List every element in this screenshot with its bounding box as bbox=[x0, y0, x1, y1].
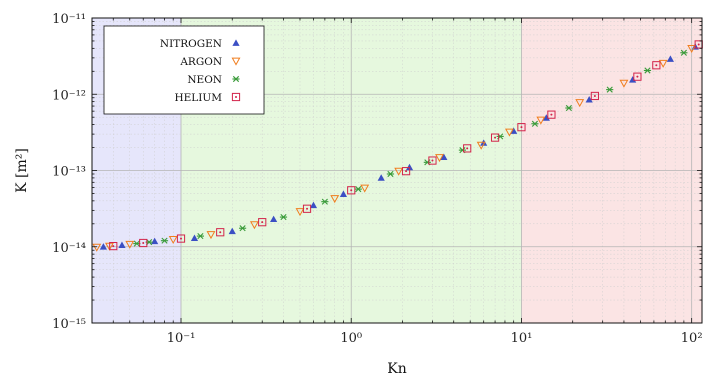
data-point-nitrogen bbox=[270, 215, 278, 223]
grid-lines bbox=[92, 18, 702, 323]
data-point-argon bbox=[619, 79, 629, 88]
data-point-neon bbox=[606, 86, 614, 93]
data-point-argon bbox=[687, 44, 697, 53]
data-point-helium bbox=[490, 133, 500, 142]
legend-label-neon: NEON bbox=[187, 74, 222, 86]
data-point-nitrogen bbox=[190, 234, 199, 241]
data-point-neon bbox=[531, 120, 539, 127]
data-point-helium bbox=[401, 167, 411, 176]
legend-label-argon: ARGON bbox=[179, 56, 222, 68]
data-point-helium bbox=[347, 186, 356, 195]
legend-marker-neon bbox=[232, 75, 240, 83]
data-point-argon bbox=[536, 116, 546, 125]
data-point-helium bbox=[216, 228, 225, 237]
legend-label-nitrogen: NITROGEN bbox=[160, 38, 222, 50]
data-point-nitrogen bbox=[405, 163, 414, 171]
data-point-argon bbox=[394, 167, 404, 176]
series-argon bbox=[92, 44, 697, 252]
data-point-helium bbox=[258, 218, 267, 227]
data-point-neon bbox=[279, 213, 288, 221]
data-point-neon bbox=[565, 104, 573, 112]
series-helium bbox=[109, 40, 703, 251]
data-point-neon bbox=[196, 232, 205, 240]
data-point-neon bbox=[321, 198, 329, 205]
data-point-argon bbox=[125, 240, 135, 249]
y-tick-label: 10⁻¹³ bbox=[52, 165, 86, 180]
y-tick-label: 10⁻¹⁵ bbox=[52, 317, 86, 332]
legend-label-helium: HELIUM bbox=[174, 92, 222, 104]
data-point-helium bbox=[590, 91, 599, 101]
data-markers bbox=[92, 40, 703, 252]
legend-marker-argon bbox=[231, 57, 241, 66]
x-tick-label: 10² bbox=[681, 331, 703, 346]
data-point-argon bbox=[295, 208, 305, 217]
axis-ticks: 10⁻¹ 10⁰ 10¹ 10² 10⁻¹⁵ 10⁻¹⁴ 10⁻¹³ 10⁻¹² 10⁻¹¹ bbox=[52, 12, 702, 346]
y-tick-label: 10⁻¹⁴ bbox=[52, 241, 86, 256]
data-point-helium bbox=[547, 110, 556, 119]
data-point-argon bbox=[330, 195, 340, 204]
data-point-argon bbox=[575, 99, 585, 108]
data-point-nitrogen bbox=[339, 190, 348, 198]
data-point-helium bbox=[517, 123, 526, 132]
data-point-argon bbox=[249, 221, 259, 230]
data-point-neon bbox=[160, 237, 169, 244]
data-point-nitrogen bbox=[309, 201, 318, 209]
data-point-nitrogen bbox=[99, 243, 107, 250]
x-tick-label: 10⁻¹ bbox=[167, 331, 196, 346]
data-point-helium bbox=[109, 241, 118, 251]
data-point-argon bbox=[504, 128, 514, 137]
data-point-argon bbox=[658, 59, 668, 68]
data-point-nitrogen bbox=[228, 227, 236, 235]
data-point-helium bbox=[428, 156, 437, 165]
data-point-nitrogen bbox=[629, 76, 637, 83]
data-point-neon bbox=[643, 67, 652, 74]
data-point-helium bbox=[176, 234, 186, 243]
data-point-argon bbox=[168, 235, 178, 244]
data-point-helium bbox=[463, 144, 472, 153]
data-point-helium bbox=[633, 72, 642, 81]
data-point-nitrogen bbox=[542, 114, 550, 121]
y-axis-label: K [m²] bbox=[14, 148, 30, 193]
data-point-argon bbox=[92, 243, 102, 252]
data-point-argon bbox=[206, 231, 216, 240]
legend-marker-nitrogen bbox=[232, 39, 240, 46]
data-point-helium bbox=[652, 61, 661, 70]
data-point-nitrogen bbox=[118, 241, 126, 249]
data-point-neon bbox=[386, 170, 395, 178]
x-axis-label: Kn bbox=[387, 361, 406, 377]
data-point-neon bbox=[680, 49, 688, 56]
data-point-neon bbox=[238, 225, 247, 232]
x-tick-label: 10¹ bbox=[511, 331, 533, 346]
legend-box bbox=[103, 25, 265, 115]
data-point-nitrogen bbox=[666, 55, 675, 62]
y-tick-label: 10⁻¹² bbox=[52, 88, 86, 103]
legend-marker-helium bbox=[231, 92, 241, 102]
data-point-helium bbox=[302, 204, 312, 213]
data-point-nitrogen bbox=[440, 153, 448, 160]
legend: NITROGEN ARGON NEON HELIUM bbox=[103, 25, 265, 115]
data-point-nitrogen bbox=[377, 174, 385, 181]
y-tick-label: 10⁻¹¹ bbox=[52, 12, 86, 27]
data-point-nitrogen bbox=[151, 237, 159, 245]
data-point-nitrogen bbox=[585, 96, 593, 103]
data-point-argon bbox=[360, 184, 370, 193]
data-point-helium bbox=[139, 238, 148, 248]
data-point-argon bbox=[476, 141, 486, 150]
x-tick-label: 10⁰ bbox=[340, 331, 362, 346]
data-point-neon bbox=[354, 186, 362, 193]
data-point-argon bbox=[435, 154, 444, 163]
